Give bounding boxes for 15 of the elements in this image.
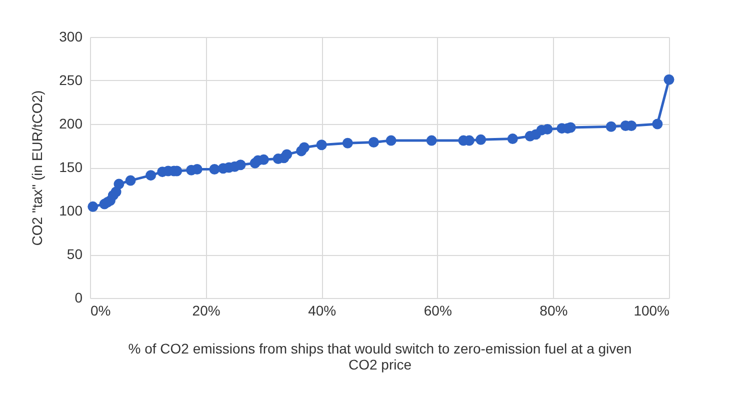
y-tick-label: 0	[74, 290, 83, 306]
x-tick-label: 60%	[424, 302, 452, 318]
x-tick-label: 0%	[90, 302, 111, 318]
y-tick-label: 250	[59, 72, 83, 88]
y-tick-label: 300	[59, 28, 83, 44]
x-tick-label: 40%	[308, 302, 336, 318]
y-tick-label: 100	[59, 202, 83, 218]
y-tick-label: 50	[66, 246, 83, 262]
y-tick-label: 200	[59, 116, 83, 132]
x-tick-label: 20%	[192, 302, 220, 318]
y-tick-label: 150	[59, 159, 83, 175]
x-tick-label: 80%	[540, 302, 568, 318]
y-axis-title: CO2 "tax" (in EUR/tCO2)	[29, 90, 46, 246]
x-tick-label: 100%	[634, 302, 670, 318]
x-axis-title: % of CO2 emissions from ships that would switch to zero-emission fuel at a given CO2 price	[128, 340, 632, 372]
